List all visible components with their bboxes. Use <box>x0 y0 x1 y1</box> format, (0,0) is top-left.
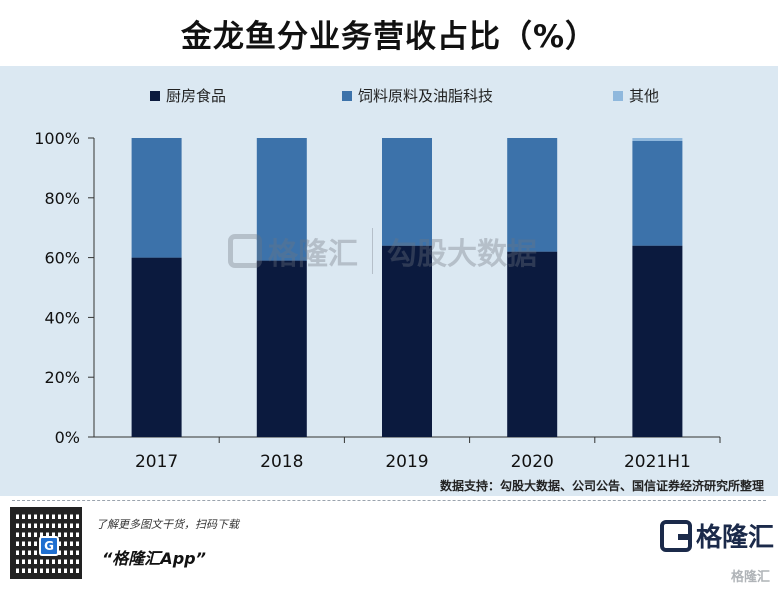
y-tick-label: 0% <box>55 428 80 447</box>
bar-segment <box>632 140 683 246</box>
brand-logo-icon <box>660 519 692 552</box>
y-tick-label: 40% <box>44 308 80 327</box>
bar-segment <box>382 245 432 437</box>
legend-label: 其他 <box>629 87 659 105</box>
bar-segment <box>507 138 558 252</box>
promo-text: 了解更多图文干货，扫码下载 <box>96 518 239 531</box>
x-tick-label: 2020 <box>511 452 554 472</box>
qr-code-icon[interactable]: G <box>10 507 82 579</box>
bar-segment <box>256 138 307 261</box>
chart-panel: 厨房食品 饲料原料及油脂科技 其他 0% 20% 40% 60% 80% 100% 2017 201… <box>0 66 778 496</box>
x-tick-label: 2019 <box>385 452 428 472</box>
qr-center-logo-icon: G <box>39 536 59 556</box>
legend-swatch <box>342 91 352 101</box>
legend-swatch <box>150 91 160 101</box>
x-tick-label: 2018 <box>260 452 303 472</box>
legend-swatch <box>613 91 623 101</box>
chart-svg: 厨房食品 饲料原料及油脂科技 其他 0% 20% 40% 60% 80% 100% 2017 201… <box>34 87 721 472</box>
brand-logo: 格隆汇 <box>660 517 774 554</box>
bar-segment <box>632 138 683 141</box>
x-tick-label: 2021H1 <box>624 452 691 472</box>
bar-segment <box>131 257 182 437</box>
footer: G 了解更多图文干货，扫码下载 “格隆汇App” 格隆汇 格隆汇 <box>0 497 778 589</box>
legend-label: 饲料原料及油脂科技 <box>358 87 493 105</box>
brand-name: 格隆汇 <box>696 523 775 553</box>
footer-divider <box>12 500 766 501</box>
title-bar: 金龙鱼分业务营收占比（%） <box>0 0 778 66</box>
y-tick-label: 60% <box>44 249 80 268</box>
y-tick-label: 80% <box>44 189 80 208</box>
y-tick-label: 20% <box>44 368 80 387</box>
chart-title: 金龙鱼分业务营收占比（%） <box>180 18 598 55</box>
legend-label: 厨房食品 <box>166 87 226 105</box>
bar-segment <box>131 138 182 258</box>
corner-watermark: 格隆汇 <box>730 570 770 585</box>
x-tick-label: 2017 <box>135 452 178 472</box>
bar-segment <box>507 251 558 437</box>
app-name: “格隆汇App” <box>102 549 206 568</box>
source-note: 数据支持：勾股大数据、公司公告、国信证券经济研究所整理 <box>439 479 764 493</box>
bar-segment <box>256 260 307 437</box>
y-tick-label: 100% <box>34 129 80 148</box>
bar-segment <box>382 138 432 246</box>
bar-segment <box>632 245 683 437</box>
